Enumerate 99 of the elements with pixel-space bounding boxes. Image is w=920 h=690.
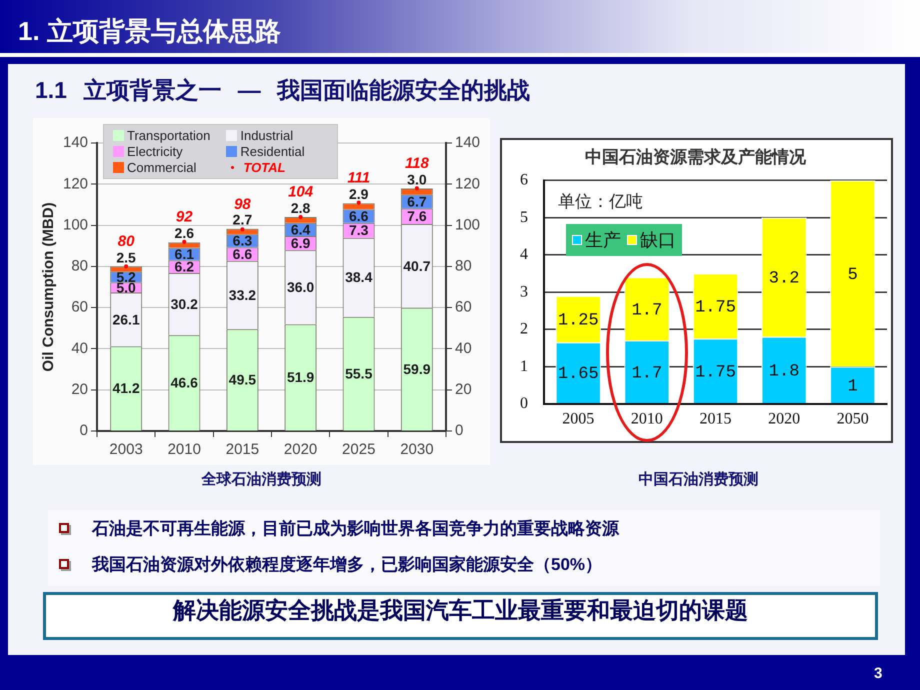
y-tick-label: 20 [71, 381, 88, 398]
x-tick-label: 2010 [630, 410, 663, 428]
data-label: 49.5 [228, 372, 256, 388]
y-tick-label: 140 [62, 134, 88, 152]
data-label: 3.2 [768, 270, 800, 289]
legend-label: Electricity [127, 144, 183, 159]
y2-tick-label: 80 [454, 258, 472, 275]
x-tick-label: 2015 [226, 441, 260, 458]
data-label: 2.9 [349, 186, 369, 202]
data-label: 1.75 [695, 363, 736, 382]
x-tick-label: 2050 [836, 410, 869, 428]
y-tick-label: 120 [62, 175, 88, 192]
y-tick-label: 60 [71, 298, 88, 316]
y2-tick-label: 20 [454, 381, 472, 398]
data-label: 1.25 [558, 312, 599, 331]
data-label: 36.0 [286, 279, 314, 296]
y-tick-label: 40 [71, 340, 88, 357]
data-label: 1 [848, 377, 858, 396]
x-tick-label: 2020 [284, 441, 318, 458]
legend-label: Transportation [127, 128, 210, 143]
data-label: 1.7 [632, 364, 662, 384]
data-label: 6.7 [407, 193, 427, 210]
data-label: 80 [118, 233, 136, 250]
data-label: 111 [347, 169, 370, 186]
y-tick-label: 0 [520, 395, 528, 412]
y2-tick-label: 140 [454, 134, 480, 152]
data-label: 3.0 [407, 171, 427, 188]
text: 我国石油资源对外依赖程度逐年增多，已影响国家能源安全（50%） [92, 554, 602, 576]
x-tick-label: 2020 [768, 410, 800, 428]
y-tick-label: 6 [520, 172, 528, 189]
point [240, 227, 244, 232]
text: 解决能源安全挑战是我国汽车工业最重要和最迫切的课题 [172, 596, 749, 625]
legend-label: Commercial [127, 160, 196, 175]
x-tick-label: 2003 [109, 441, 143, 458]
data-label: 51.9 [286, 369, 314, 386]
y-tick-label: 3 [520, 283, 528, 300]
data-label: 1.8 [768, 362, 800, 382]
text: 全球石油消费预测 [200, 470, 322, 489]
legend-label: TOTAL [243, 160, 286, 175]
point [414, 186, 419, 190]
legend-label: Residential [240, 144, 305, 159]
y-tick-label: 5 [520, 208, 528, 226]
y-tick-label: 2 [520, 320, 528, 338]
data-label: 2.7 [232, 212, 252, 228]
text: 3 [874, 665, 882, 682]
y2-tick-label: 40 [454, 340, 472, 357]
data-label: 2.6 [174, 225, 194, 242]
data-label: 98 [234, 196, 252, 214]
y-tick-label: 80 [71, 258, 88, 275]
data-label: 5 [848, 266, 858, 285]
y-tick-label: 4 [520, 246, 528, 264]
data-label: 1.75 [695, 298, 736, 318]
point [356, 200, 361, 205]
legend-label: 缺口 [640, 229, 676, 252]
data-label: 26.1 [112, 311, 140, 328]
data-label: 2.5 [116, 249, 136, 266]
x-tick-label: 2015 [700, 410, 732, 428]
text: 1.1 立项背景之一 — 我国面临能源安全的挑战 [35, 76, 530, 105]
point [182, 240, 186, 244]
data-label: 1.65 [558, 365, 599, 384]
data-label: 104 [288, 184, 314, 201]
data-label: 2.8 [290, 200, 311, 216]
y2-tick-label: 60 [454, 298, 472, 316]
y-tick-label: 100 [62, 216, 88, 234]
data-label: 1.7 [632, 301, 662, 320]
data-label: 33.2 [228, 286, 256, 303]
text: 中国石油消费预测 [638, 470, 760, 489]
data-label: 7.6 [407, 208, 427, 224]
x-tick-label: 2030 [400, 441, 434, 458]
data-label: 46.6 [170, 374, 198, 391]
y2-tick-label: 100 [454, 216, 480, 234]
y2-tick-label: 0 [454, 422, 464, 440]
legend-label: Industrial [240, 128, 294, 143]
data-label: 6.6 [349, 208, 369, 224]
data-label: 38.4 [345, 269, 373, 286]
data-label: 7.3 [349, 222, 369, 238]
annotation: 单位：亿吨 [558, 191, 643, 214]
y-axis-title: Oil Consumption (MBD) [40, 202, 58, 372]
data-label: 40.7 [403, 258, 431, 274]
data-label: 30.2 [170, 296, 198, 312]
point [298, 215, 303, 220]
text: 石油是不可再生能源，目前已成为影响世界各国竞争力的重要战略资源 [92, 518, 619, 540]
data-label: 6.4 [290, 221, 311, 238]
x-tick-label: 2025 [342, 441, 376, 458]
data-label: 6.9 [290, 234, 311, 251]
data-label: 118 [404, 154, 430, 172]
data-label: 59.9 [403, 361, 431, 377]
point [124, 264, 128, 268]
chart-title: 中国石油资源需求及产能情况 [585, 148, 807, 167]
y-tick-label: 1 [520, 358, 528, 375]
data-label: 55.5 [345, 366, 373, 382]
text: 1. 立项背景与总体思路 [18, 15, 281, 48]
y-tick-label: 0 [80, 422, 88, 440]
x-tick-label: 2005 [562, 410, 594, 428]
data-label: 41.2 [112, 380, 140, 396]
legend-label: 生产 [585, 229, 621, 252]
y2-tick-label: 120 [454, 175, 480, 192]
x-tick-label: 2010 [168, 441, 201, 458]
data-label: 92 [176, 208, 194, 226]
